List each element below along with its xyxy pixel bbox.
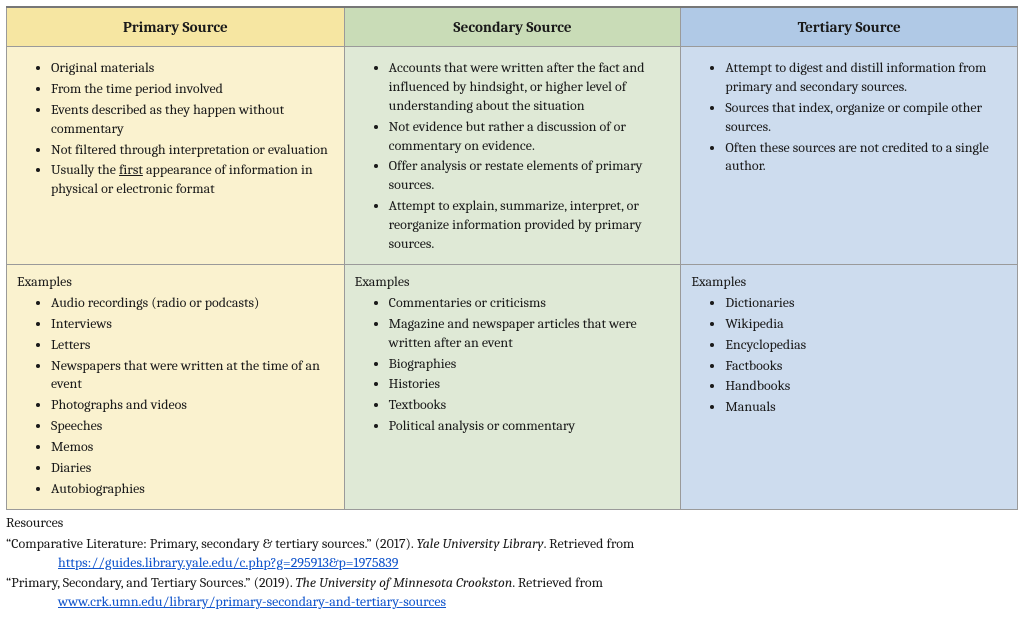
col-header-primary: Primary Source bbox=[7, 7, 345, 47]
resources-section: Resources “Comparative Literature: Prima… bbox=[6, 514, 1018, 612]
resource-ref: “Comparative Literature: Primary, second… bbox=[6, 535, 1018, 573]
list-item: Speeches bbox=[51, 417, 334, 436]
underlined-word: first bbox=[119, 161, 143, 178]
sources-table: Primary Source Secondary Source Tertiary… bbox=[6, 6, 1018, 510]
list-item: From the time period involved bbox=[51, 80, 334, 99]
list-item: Often these sources are not credited to … bbox=[725, 139, 1007, 177]
examples-cell-tertiary: Examples Dictionaries Wikipedia Encyclop… bbox=[681, 264, 1018, 509]
examples-label: Examples bbox=[17, 273, 334, 290]
resources-heading: Resources bbox=[6, 514, 1018, 533]
desc-list-tertiary: Attempt to digest and distill informatio… bbox=[691, 59, 1007, 176]
desc-cell-primary: Original materials From the time period … bbox=[7, 47, 345, 265]
list-item: Attempt to explain, summarize, interpret… bbox=[389, 197, 671, 254]
list-item: Magazine and newspaper articles that wer… bbox=[389, 315, 671, 353]
ref-text: “Comparative Literature: Primary, second… bbox=[6, 535, 416, 552]
examples-row: Examples Audio recordings (radio or podc… bbox=[7, 264, 1018, 509]
list-item: Usually the first appearance of informat… bbox=[51, 161, 334, 199]
examples-label: Examples bbox=[691, 273, 1007, 290]
list-item: Autobiographies bbox=[51, 480, 334, 499]
desc-cell-secondary: Accounts that were written after the fac… bbox=[344, 47, 681, 265]
list-item: Handbooks bbox=[725, 377, 1007, 396]
examples-cell-primary: Examples Audio recordings (radio or podc… bbox=[7, 264, 345, 509]
list-item: Factbooks bbox=[725, 357, 1007, 376]
list-item: Encyclopedias bbox=[725, 336, 1007, 355]
descriptions-row: Original materials From the time period … bbox=[7, 47, 1018, 265]
col-header-tertiary: Tertiary Source bbox=[681, 7, 1018, 47]
list-item: Political analysis or commentary bbox=[389, 417, 671, 436]
ref-text: . Retrieved from bbox=[544, 535, 635, 552]
list-item: Histories bbox=[389, 375, 671, 394]
desc-list-secondary: Accounts that were written after the fac… bbox=[355, 59, 671, 254]
list-item: Diaries bbox=[51, 459, 334, 478]
resource-ref: “Primary, Secondary, and Tertiary Source… bbox=[6, 574, 1018, 612]
list-item: Sources that index, organize or compile … bbox=[725, 99, 1007, 137]
examples-list-secondary: Commentaries or criticisms Magazine and … bbox=[355, 294, 671, 436]
list-item: Manuals bbox=[725, 398, 1007, 417]
col-header-secondary: Secondary Source bbox=[344, 7, 681, 47]
resource-link[interactable]: https://guides.library.yale.edu/c.php?g=… bbox=[58, 554, 398, 571]
ref-source: The University of Minnesota Crookston bbox=[295, 574, 512, 591]
list-item: Memos bbox=[51, 438, 334, 457]
list-item: Wikipedia bbox=[725, 315, 1007, 334]
list-item: Attempt to digest and distill informatio… bbox=[725, 59, 1007, 97]
list-item: Dictionaries bbox=[725, 294, 1007, 313]
examples-list-primary: Audio recordings (radio or podcasts) Int… bbox=[17, 294, 334, 499]
ref-text: . Retrieved from bbox=[512, 574, 603, 591]
list-item: Not filtered through interpretation or e… bbox=[51, 141, 334, 160]
list-item: Not evidence but rather a discussion of … bbox=[389, 118, 671, 156]
list-item: Textbooks bbox=[389, 396, 671, 415]
list-item: Commentaries or criticisms bbox=[389, 294, 671, 313]
desc-cell-tertiary: Attempt to digest and distill informatio… bbox=[681, 47, 1018, 265]
list-item: Original materials bbox=[51, 59, 334, 78]
table-header-row: Primary Source Secondary Source Tertiary… bbox=[7, 7, 1018, 47]
list-item: Photographs and videos bbox=[51, 396, 334, 415]
list-item: Biographies bbox=[389, 355, 671, 374]
examples-list-tertiary: Dictionaries Wikipedia Encyclopedias Fac… bbox=[691, 294, 1007, 417]
desc-list-primary: Original materials From the time period … bbox=[17, 59, 334, 199]
list-item: Offer analysis or restate elements of pr… bbox=[389, 157, 671, 195]
list-item: Letters bbox=[51, 336, 334, 355]
ref-source: Yale University Library bbox=[416, 535, 543, 552]
ref-text: “Primary, Secondary, and Tertiary Source… bbox=[6, 574, 295, 591]
list-item: Accounts that were written after the fac… bbox=[389, 59, 671, 116]
list-item: Audio recordings (radio or podcasts) bbox=[51, 294, 334, 313]
examples-label: Examples bbox=[355, 273, 671, 290]
examples-cell-secondary: Examples Commentaries or criticisms Maga… bbox=[344, 264, 681, 509]
list-item: Interviews bbox=[51, 315, 334, 334]
list-item: Events described as they happen without … bbox=[51, 101, 334, 139]
list-item: Newspapers that were written at the time… bbox=[51, 357, 334, 395]
resource-link[interactable]: www.crk.umn.edu/library/primary-secondar… bbox=[58, 593, 446, 610]
